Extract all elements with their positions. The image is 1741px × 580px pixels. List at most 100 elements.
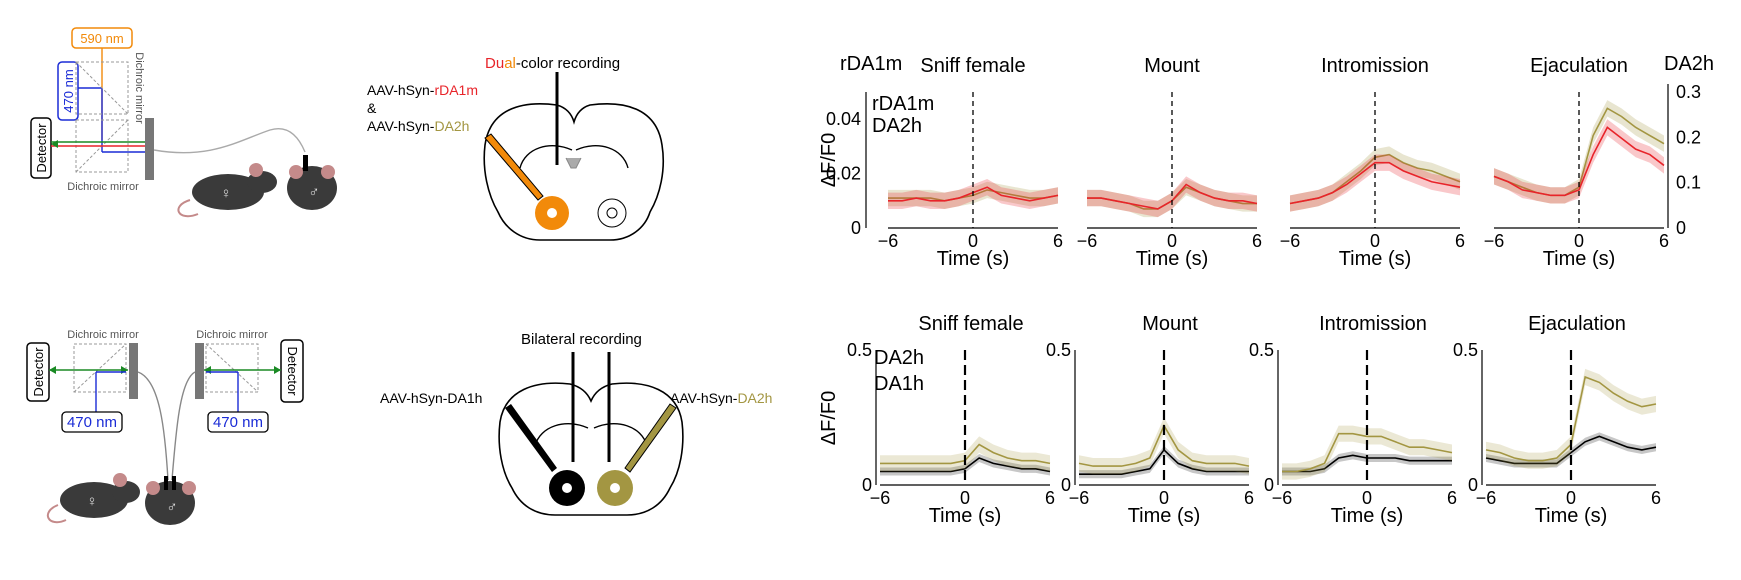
y-tick-label: 0 xyxy=(862,475,872,495)
x-axis-label: Time (s) xyxy=(1535,505,1608,527)
brain-top: Dual-color recording AAV-hSyn-rDA1m & AA… xyxy=(367,55,665,241)
x-tick-label: 6 xyxy=(1053,231,1063,251)
bottom-panel-title: Mount xyxy=(1142,313,1198,335)
emission-right-arrow-b xyxy=(204,366,211,374)
top-series-line-rDA1m xyxy=(1289,161,1461,205)
svg-text:♂: ♂ xyxy=(308,184,319,201)
corpus-callosum-left-top xyxy=(519,145,573,169)
detector-right-label: Detector xyxy=(285,346,300,396)
injection-needle-right xyxy=(624,403,677,473)
x-tick-label: −6 xyxy=(1476,488,1497,508)
y-tick-label: 0.5 xyxy=(1046,340,1071,360)
x-axis-label: Time (s) xyxy=(1339,248,1412,270)
virus-ampersand: & xyxy=(367,100,377,116)
x-tick-label: 0 xyxy=(1167,231,1177,251)
wavelength-right-label: 470 nm xyxy=(213,414,263,431)
nac-core-left-top xyxy=(547,208,557,218)
nac-core-right-bottom xyxy=(610,483,620,493)
nac-target-right-top xyxy=(597,198,627,228)
dichroic-right-label: Dichroic mirror xyxy=(196,329,268,341)
x-tick-label: 0 xyxy=(1566,488,1576,508)
top-panel-title: Mount xyxy=(1144,55,1200,77)
bottom-series-band-DA2h xyxy=(1282,425,1452,480)
bottom-panel-title: Sniff female xyxy=(918,313,1023,335)
top-right-y-tick: 0.1 xyxy=(1676,173,1701,193)
detector-left-box xyxy=(26,342,50,402)
dichroic-right-cube xyxy=(205,343,259,393)
fiber-right xyxy=(171,371,196,481)
top-left-y-tick: 0 xyxy=(851,218,861,238)
bottom-series-band-DA2h xyxy=(1079,417,1249,475)
top-series-line-rDA1m xyxy=(1493,126,1665,197)
top-legend-rDA1m: rDA1m xyxy=(872,93,934,115)
top-series-band-rDA1m xyxy=(1494,119,1664,204)
top-right-y-tick: 0 xyxy=(1676,218,1686,238)
bottom-panel-title: Intromission xyxy=(1319,313,1427,335)
ventricle-top xyxy=(565,157,582,169)
x-tick-label: 0 xyxy=(960,488,970,508)
x-tick-label: 6 xyxy=(1045,488,1055,508)
x-tick-label: 6 xyxy=(1244,488,1254,508)
fiber-left xyxy=(137,371,169,481)
y-tick-label: 0.5 xyxy=(847,340,872,360)
dichroic-left-mirror xyxy=(73,343,127,393)
virus-line-2: AAV-hSyn-DA2h xyxy=(367,118,469,134)
brain-outline-top xyxy=(483,103,665,241)
brain-bottom: Bilateral recording AAV-hSyn-DA1h AAV-hS… xyxy=(380,331,772,516)
setup-top: 590 nm 470 nm Dichroic mirror Dichroic m… xyxy=(30,27,337,218)
detector-right-box xyxy=(280,339,304,403)
wavelength-590-label: 590 nm xyxy=(80,31,123,46)
top-panel-4: Ejaculation −6 0 6 Time (s) xyxy=(1484,55,1669,270)
x-tick-label: 0 xyxy=(1159,488,1169,508)
x-tick-label: 6 xyxy=(1455,231,1465,251)
x-tick-label: 6 xyxy=(1651,488,1661,508)
injection-needle-left xyxy=(505,404,557,472)
wavelength-left-label: 470 nm xyxy=(67,414,117,431)
x-axis-label: Time (s) xyxy=(929,505,1002,527)
bottom-y-axis-label: ΔF/F0 xyxy=(818,391,840,445)
y-tick-label: 0 xyxy=(1061,475,1071,495)
top-series-band-DA2h xyxy=(1087,179,1257,218)
wavelength-left-box xyxy=(61,411,123,433)
top-panel-3: Intromission −6 0 6 Time (s) xyxy=(1280,55,1465,270)
top-right-y-tick: 0.2 xyxy=(1676,127,1701,147)
emission-left-arrow-b xyxy=(121,366,128,374)
emission-left-arrow-a xyxy=(49,366,56,374)
top-y-axis-label: ΔF/F0 xyxy=(818,133,840,187)
bottom-series-line-DA1h xyxy=(880,457,1051,473)
mouse-male-bottom: ♂ xyxy=(145,476,196,525)
x-axis-label: Time (s) xyxy=(937,248,1010,270)
brain-outline-bottom xyxy=(498,382,684,516)
x-axis-label: Time (s) xyxy=(1136,248,1209,270)
x-tick-label: 6 xyxy=(1447,488,1457,508)
setup-bottom: Detector Dichroic mirror 470 nm Detector… xyxy=(26,329,304,525)
detector-label: Detector xyxy=(34,123,49,173)
bottom-legend-DA2h: DA2h xyxy=(874,347,924,369)
fiber-port-right xyxy=(195,343,204,399)
x-axis-label: Time (s) xyxy=(1128,505,1201,527)
top-right-axis-series-label: DA2h xyxy=(1664,53,1714,75)
bottom-panel-title: Ejaculation xyxy=(1528,313,1626,335)
top-series-band-DA2h xyxy=(1290,146,1460,212)
x-tick-label: −6 xyxy=(1484,231,1505,251)
virus-left: AAV-hSyn-DA1h xyxy=(380,390,482,406)
x-axis-label: Time (s) xyxy=(1331,505,1404,527)
injection-needle-top xyxy=(484,133,544,201)
virus-line-1: AAV-hSyn-rDA1m xyxy=(367,82,478,98)
x-tick-label: 0 xyxy=(1362,488,1372,508)
x-tick-label: −6 xyxy=(1272,488,1293,508)
dichroic-cube-upper xyxy=(75,61,129,115)
detector-left-label: Detector xyxy=(31,347,46,397)
top-panel-2: Mount −6 0 6 Time (s) xyxy=(1077,55,1262,270)
bottom-series-line-DA1h xyxy=(1485,435,1657,465)
y-tick-label: 0 xyxy=(1468,475,1478,495)
y-tick-label: 0.5 xyxy=(1249,340,1274,360)
wavelength-470-label: 470 nm xyxy=(61,69,76,112)
y-tick-label: 0 xyxy=(1264,475,1274,495)
x-tick-label: −6 xyxy=(1069,488,1090,508)
wavelength-470-box xyxy=(57,61,79,121)
mouse-female: ♀ xyxy=(177,163,277,218)
